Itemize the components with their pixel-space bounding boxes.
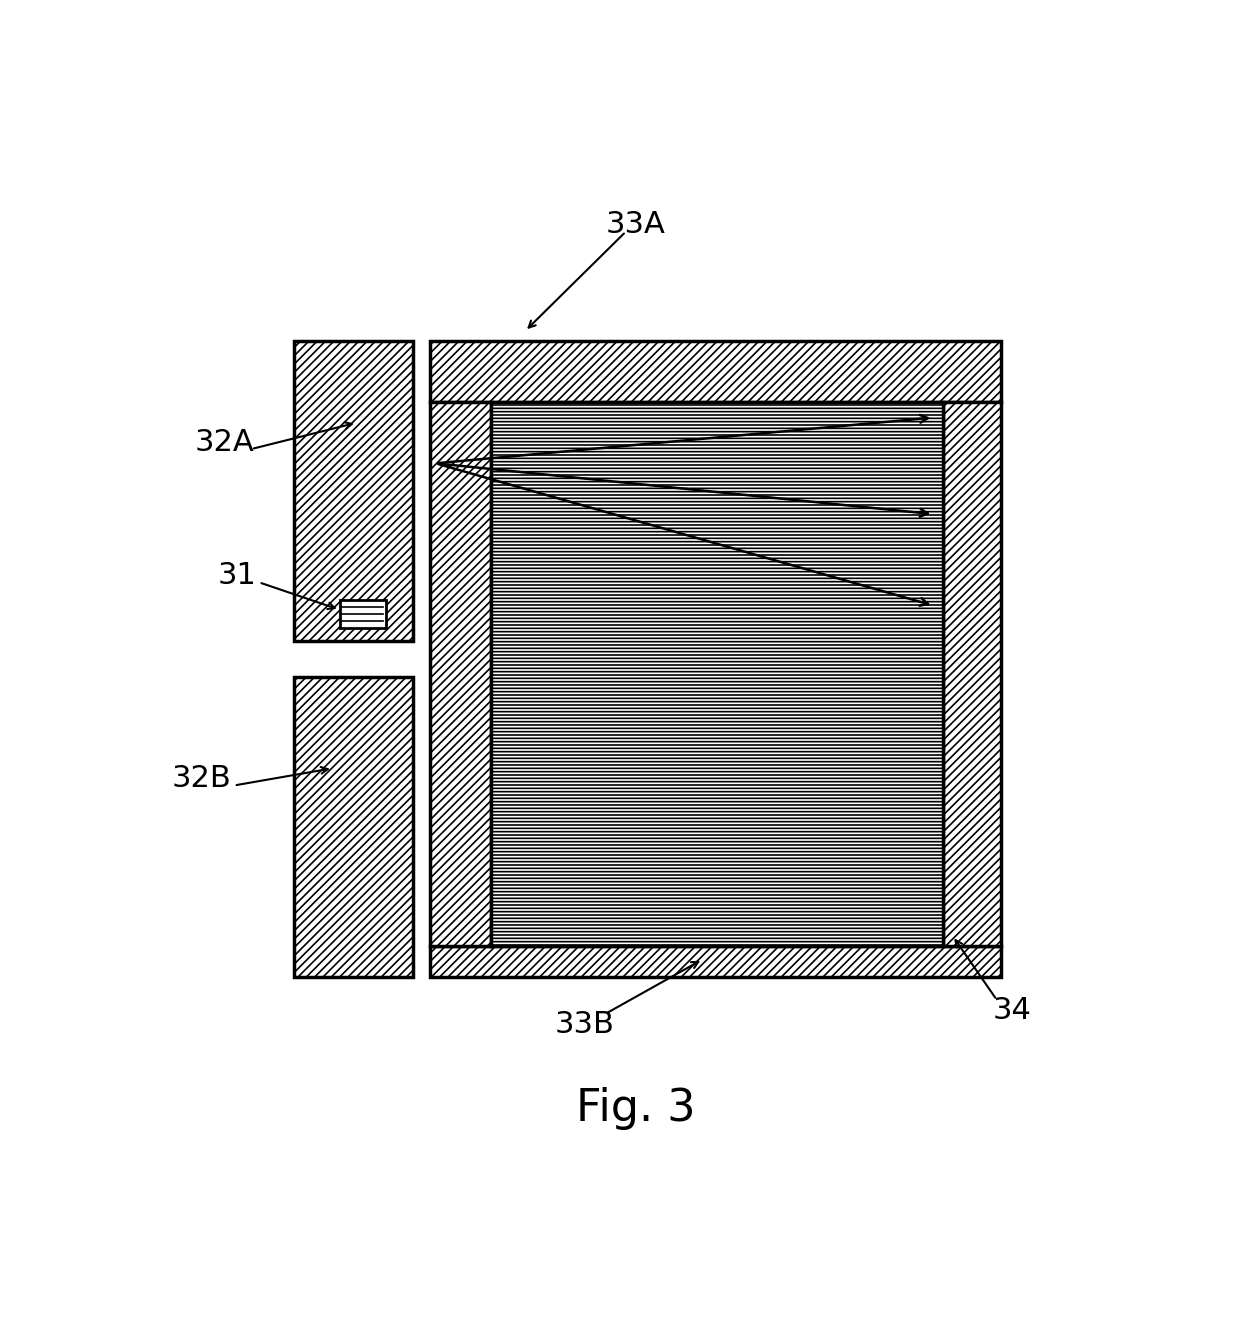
Bar xyxy=(430,403,491,946)
Bar xyxy=(294,677,413,977)
Text: 33A: 33A xyxy=(605,210,666,239)
Bar xyxy=(340,599,386,628)
Bar xyxy=(294,342,413,642)
Text: 31: 31 xyxy=(217,561,257,590)
Bar xyxy=(942,403,1001,946)
Text: 33B: 33B xyxy=(554,1010,615,1039)
Text: 32B: 32B xyxy=(171,764,231,793)
Text: 34: 34 xyxy=(993,995,1032,1024)
Text: 32A: 32A xyxy=(195,429,254,458)
Bar xyxy=(430,946,1001,977)
Bar xyxy=(430,342,1001,403)
Text: Fig. 3: Fig. 3 xyxy=(575,1088,696,1130)
Bar xyxy=(491,403,942,946)
